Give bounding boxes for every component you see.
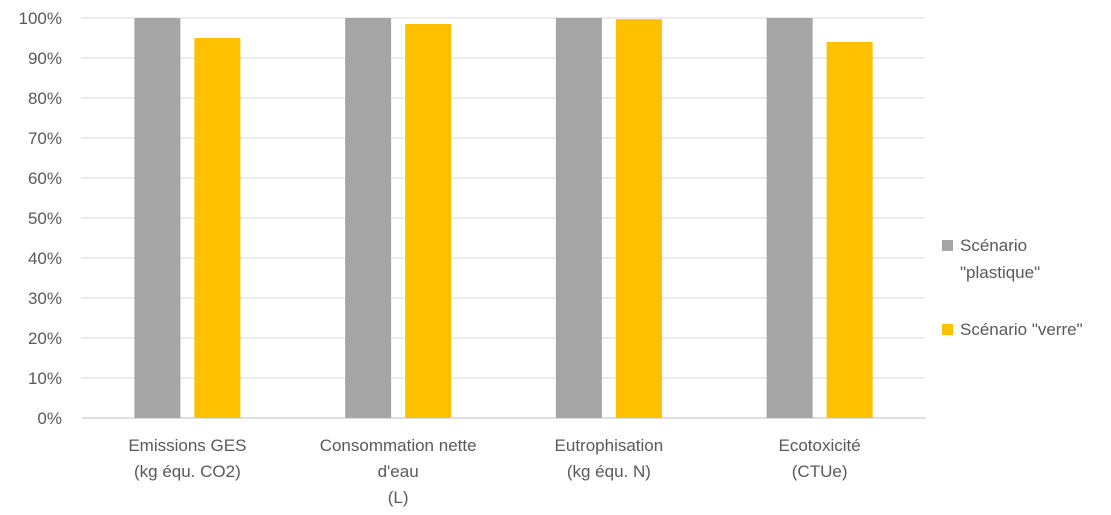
bar-plastique: [555, 18, 602, 418]
y-tick-label: 40%: [28, 249, 62, 268]
y-tick-label: 10%: [28, 369, 62, 388]
category-labels: Emissions GES (kg équ. CO2) Consommation n…: [128, 436, 860, 507]
category-label: d'eau: [378, 462, 419, 481]
category-label: (kg équ. N): [567, 462, 651, 481]
legend-item: Scénario "plastique": [942, 232, 1111, 286]
legend-swatch: [942, 324, 953, 335]
legend-item: Scénario "verre": [942, 316, 1111, 343]
y-axis-tick-labels: 0% 10% 20% 30% 40% 50% 60% 70% 80% 90% 100%: [19, 9, 62, 428]
category-label: (kg équ. CO2): [134, 462, 241, 481]
category-label: Ecotoxicité: [779, 436, 861, 455]
y-tick-label: 20%: [28, 329, 62, 348]
y-tick-label: 80%: [28, 89, 62, 108]
bar-plastique: [345, 18, 392, 418]
y-tick-label: 50%: [28, 209, 62, 228]
bar-verre: [615, 19, 662, 418]
category-label: Eutrophisation: [555, 436, 664, 455]
y-tick-label: 100%: [19, 9, 62, 28]
category-label: (CTUe): [792, 462, 848, 481]
bars: [134, 18, 873, 418]
bar-verre: [194, 38, 241, 418]
y-tick-label: 70%: [28, 129, 62, 148]
bar-plastique: [766, 18, 813, 418]
bar-verre: [405, 24, 452, 418]
legend-label: "plastique": [960, 263, 1041, 282]
bar-verre: [826, 42, 873, 418]
y-tick-label: 90%: [28, 49, 62, 68]
y-tick-label: 60%: [28, 169, 62, 188]
category-label: (L): [388, 488, 409, 507]
legend-label: Scénario: [960, 236, 1028, 255]
category-label: Emissions GES: [128, 436, 246, 455]
y-tick-label: 30%: [28, 289, 62, 308]
legend: Scénario "plastique" Scénario "verre": [942, 232, 1111, 373]
bar-plastique: [134, 18, 181, 418]
legend-label: Scénario "verre": [960, 320, 1083, 339]
y-tick-label: 0%: [37, 409, 62, 428]
category-label: Consommation nette: [320, 436, 477, 455]
legend-swatch: [942, 240, 953, 251]
